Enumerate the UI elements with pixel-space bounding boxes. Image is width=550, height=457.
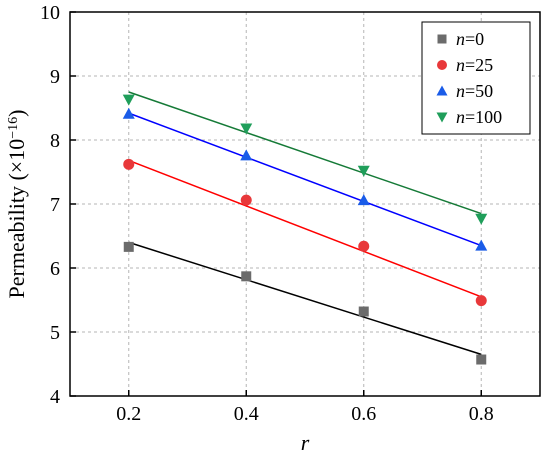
- marker-square: [437, 34, 447, 44]
- legend-entry-label: n=0: [456, 29, 484, 49]
- marker-triangle-down: [122, 94, 135, 106]
- svg-text:Permeability (×10−16): Permeability (×10−16): [4, 110, 29, 299]
- legend-entry-label: n=100: [456, 107, 502, 127]
- y-tick-label: 4: [50, 386, 60, 408]
- marker-triangle-up: [122, 107, 135, 119]
- x-axis-label: r: [301, 430, 310, 455]
- y-tick-label: 8: [50, 130, 60, 152]
- fit-line: [128, 91, 482, 215]
- marker-triangle-down: [436, 112, 448, 123]
- axis-ticks: [70, 11, 482, 397]
- legend-entry-label: n=50: [456, 81, 493, 101]
- fit-line: [128, 159, 482, 298]
- y-tick-label: 10: [40, 2, 60, 24]
- marker-circle: [358, 240, 370, 252]
- data-points: [122, 94, 488, 365]
- marker-triangle-up: [436, 85, 448, 96]
- grid: [70, 12, 540, 396]
- y-axis-label-main: Permeability (×10: [4, 139, 29, 299]
- marker-triangle-up: [240, 149, 253, 161]
- y-axis-label-close: ): [4, 110, 29, 117]
- marker-square: [476, 354, 487, 365]
- x-tick-label: 0.6: [351, 403, 376, 425]
- marker-triangle-down: [240, 123, 253, 135]
- legend-entry-label: n=25: [456, 55, 493, 75]
- marker-square: [241, 271, 252, 282]
- marker-circle: [240, 194, 252, 206]
- marker-square: [358, 306, 369, 317]
- y-tick-label: 5: [50, 322, 60, 344]
- marker-circle: [437, 60, 447, 70]
- y-tick-label: 9: [50, 66, 60, 88]
- y-axis-label-exponent: −16: [6, 117, 21, 139]
- fit-lines: [128, 91, 482, 356]
- marker-square: [123, 241, 134, 252]
- y-tick-label: 7: [50, 194, 60, 216]
- marker-triangle-up: [475, 239, 488, 251]
- x-tick-label: 0.2: [116, 403, 141, 425]
- marker-triangle-down: [357, 165, 370, 177]
- legend: n=0 n=25 n=50 n=100: [421, 21, 531, 135]
- marker-triangle-down: [475, 213, 488, 225]
- x-tick-label: 0.4: [234, 403, 259, 425]
- marker-circle: [475, 295, 487, 307]
- marker-triangle-up: [357, 194, 370, 206]
- y-tick-label: 6: [50, 258, 60, 280]
- marker-circle: [123, 158, 135, 170]
- x-tick-label: 0.8: [469, 403, 494, 425]
- y-axis-label: Permeability (×10−16): [4, 110, 29, 299]
- fit-line: [128, 241, 482, 356]
- fit-line: [128, 112, 482, 247]
- tick-labels: 0.2 0.4 0.6 0.8 4 5 6 7 8 9 10: [40, 2, 494, 425]
